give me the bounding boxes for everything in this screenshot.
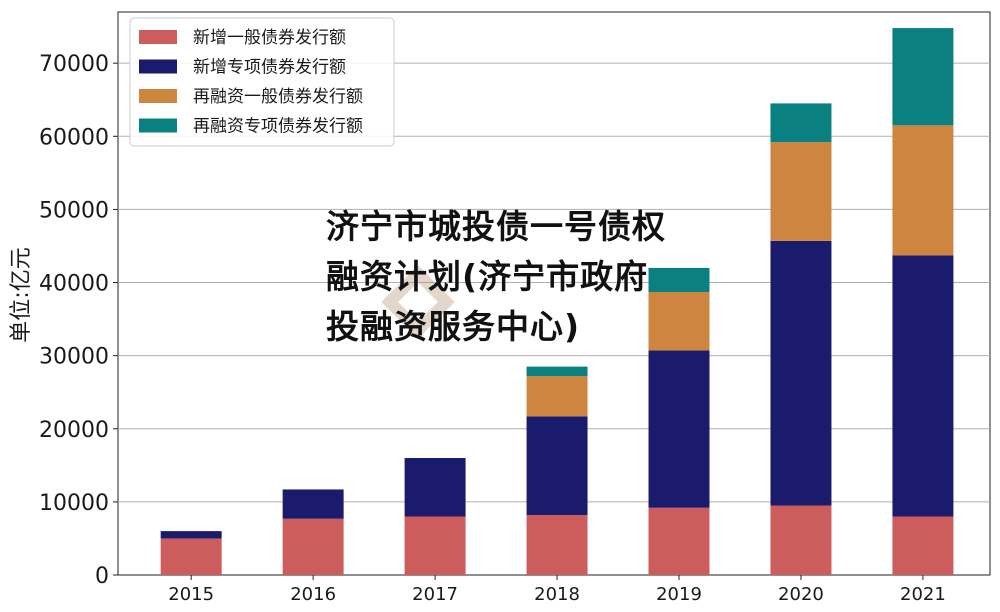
y-axis-label: 单位:亿元 [9,247,34,342]
y-tick-label: 30000 [39,345,109,370]
watermark-logo-icon [381,265,455,339]
bar-segment-2016-series-0 [282,518,344,575]
bar-segment-2020-series-2 [770,142,832,241]
bar-segment-2018-series-3 [526,366,588,377]
bar-segment-2019-series-0 [648,507,710,575]
bar-segment-2020-series-0 [770,505,832,575]
legend-swatch [139,118,177,133]
legend-swatch [139,30,177,44]
x-tick-label: 2015 [168,584,214,605]
bar-segment-2019-series-1 [648,350,710,508]
bar-segment-2018-series-2 [526,376,588,417]
y-tick-label: 60000 [39,125,109,150]
bar-segment-2021-series-0 [892,516,954,575]
x-tick-label: 2018 [534,584,580,605]
bar-segment-2021-series-1 [892,255,954,517]
legend-box [129,17,395,147]
bar-segment-2018-series-1 [526,416,588,516]
bar-segment-2016-series-1 [282,489,344,519]
bar-segment-2021-series-3 [892,28,954,126]
x-tick-label: 2019 [656,584,702,605]
legend-label: 新增专项债券发行额 [193,58,346,78]
bar-segment-2020-series-1 [770,240,832,506]
legend-swatch [139,89,177,103]
bar-segment-2015-series-1 [160,531,222,539]
y-tick-label: 0 [95,564,109,589]
y-axis-ticks: 0 10000 20000 30000 40000 50000 60000 70000 [39,52,118,589]
legend-label: 再融资一般债券发行额 [193,87,363,107]
x-axis-ticks: 2015 2016 2017 2018 2019 2020 2021 [168,575,946,605]
x-tick-label: 2016 [290,584,336,605]
y-tick-label: 70000 [39,52,109,77]
bars [160,28,954,575]
bar-segment-2017-series-1 [404,458,466,517]
x-tick-label: 2020 [778,584,824,605]
y-tick-label: 20000 [39,418,109,443]
overlay-title-line-2: 融资计划(济宁市政府 [326,257,649,296]
bar-segment-2017-series-0 [404,516,466,575]
x-tick-label: 2021 [900,584,946,605]
x-tick-label: 2017 [412,584,458,605]
legend-label: 新增一般债券发行额 [193,28,346,48]
legend-label: 再融资专项债券发行额 [193,117,363,137]
bar-segment-2021-series-2 [892,125,954,256]
overlay-title-line-1: 济宁市城投债一号债权 [326,207,666,246]
bar-segment-2020-series-3 [770,103,832,143]
y-tick-label: 50000 [39,198,109,223]
y-tick-label: 10000 [39,491,109,516]
overlay-title: 济宁市城投债一号债权 融资计划(济宁市政府 投融资服务中心) [326,202,706,352]
bar-segment-2018-series-0 [526,515,588,575]
y-tick-label: 40000 [39,272,109,297]
bar-segment-2015-series-0 [160,538,222,575]
overlay-title-line-3: 投融资服务中心) [326,307,581,346]
bar-segment-2019-series-3 [648,267,710,293]
legend-swatch [139,59,177,74]
bar-segment-2019-series-2 [648,292,710,351]
